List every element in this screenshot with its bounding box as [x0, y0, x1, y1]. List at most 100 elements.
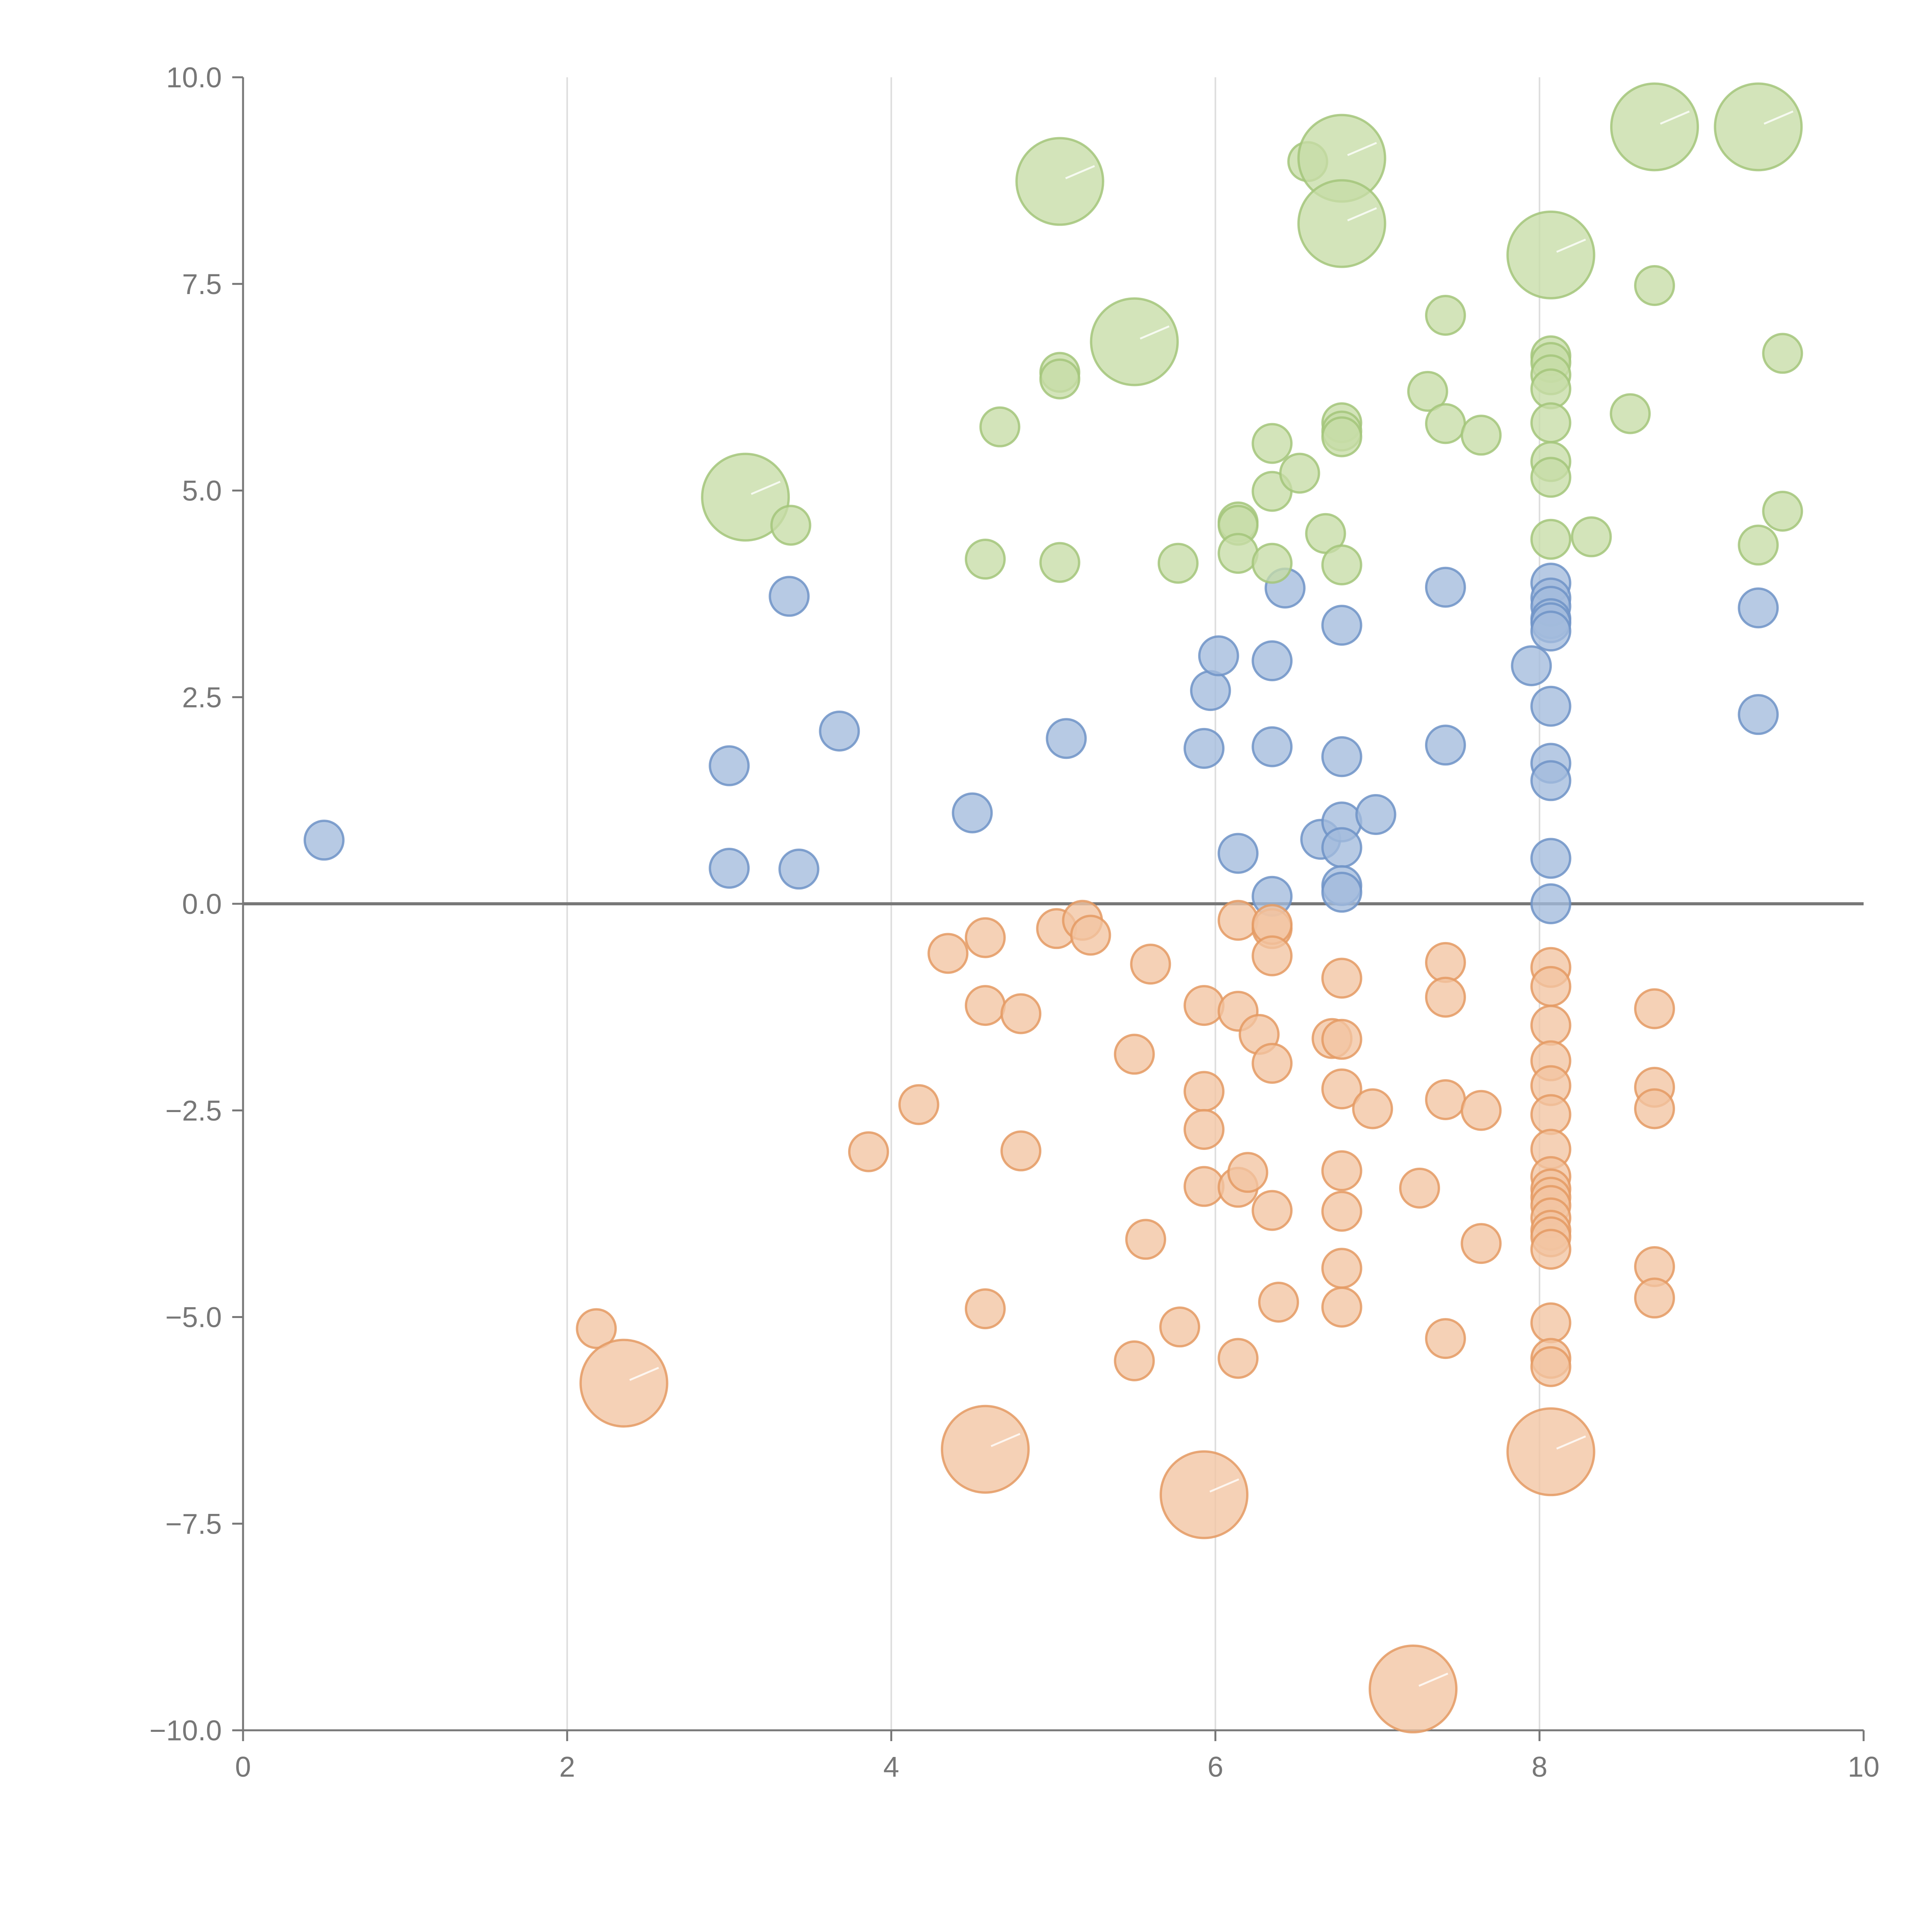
- orange-point-49: [1425, 1079, 1466, 1120]
- axes: 10.0 7.5 5.0 2.5 0.0 −2.5 −5.0 −7.5 −10.0 0 2 4 6 8 10: [150, 61, 1879, 1783]
- orange-point-32: [1252, 935, 1293, 976]
- orange-point-53: [1506, 1407, 1595, 1497]
- orange-point-43: [1321, 1286, 1362, 1328]
- green-point-3: [979, 406, 1020, 447]
- green-point-highlight: [751, 481, 781, 495]
- orange-point-76: [1634, 1277, 1675, 1319]
- blue-point-9: [1190, 670, 1231, 711]
- orange-point-72: [1634, 988, 1675, 1029]
- orange-point-59: [1530, 1094, 1571, 1135]
- green-point-15: [1252, 543, 1293, 584]
- green-point-9: [1157, 543, 1199, 584]
- orange-point-39: [1321, 1068, 1362, 1110]
- orange-point-13: [1070, 915, 1111, 956]
- blue-point-13: [1252, 726, 1293, 767]
- blue-point-1: [709, 745, 750, 786]
- orange-point-42: [1321, 1248, 1362, 1289]
- orange-point-18: [1159, 1306, 1201, 1348]
- y-tick-label: −7.5: [165, 1508, 222, 1540]
- orange-point-45: [1369, 1645, 1458, 1734]
- green-point-12: [1218, 533, 1259, 574]
- orange-point-51: [1461, 1090, 1502, 1131]
- orange-point-highlight: [1556, 1435, 1586, 1450]
- orange-point-56: [1530, 1005, 1571, 1046]
- orange-point-highlight: [990, 1433, 1020, 1447]
- green-point-highlight: [1764, 111, 1794, 125]
- green-point-41: [1634, 265, 1675, 306]
- orange-point-23: [1160, 1450, 1249, 1539]
- y-tick-label: 7.5: [182, 268, 222, 300]
- blue-point-32: [1530, 611, 1571, 652]
- y-tick-label: 5.0: [182, 475, 222, 507]
- y-tick-label: −5.0: [165, 1301, 222, 1333]
- y-tick-label: 10.0: [166, 61, 222, 94]
- green-point-45: [1762, 490, 1803, 532]
- blue-point-6: [952, 792, 993, 833]
- blue-point-0: [303, 820, 345, 861]
- orange-point-3: [898, 1084, 939, 1125]
- blue-point-38: [1738, 587, 1779, 629]
- green-point-4: [1015, 137, 1104, 226]
- blue-point-39: [1738, 694, 1779, 735]
- orange-point-14: [1114, 1034, 1155, 1075]
- blue-point-11: [1218, 833, 1259, 874]
- orange-point-0: [576, 1308, 617, 1349]
- y-tick-label: −2.5: [165, 1095, 222, 1127]
- green-point-42: [1714, 82, 1803, 172]
- green-point-0: [701, 452, 790, 542]
- orange-point-38: [1321, 957, 1362, 999]
- blue-point-35: [1530, 760, 1571, 801]
- blue-point-20: [1321, 827, 1362, 868]
- orange-point-71: [1530, 1346, 1571, 1387]
- green-point-16: [1279, 452, 1320, 494]
- green-point-13: [1252, 423, 1293, 464]
- orange-point-34: [1252, 1190, 1293, 1231]
- green-point-highlight: [1556, 238, 1586, 253]
- orange-point-8: [940, 1405, 1030, 1494]
- orange-point-22: [1184, 1166, 1225, 1207]
- orange-point-68: [1530, 1229, 1571, 1270]
- orange-point-27: [1218, 1338, 1259, 1379]
- green-point-34: [1530, 402, 1571, 444]
- orange-point-35: [1258, 1281, 1299, 1323]
- orange-point-69: [1530, 1302, 1571, 1344]
- blue-point-4: [778, 849, 820, 890]
- orange-point-28: [1227, 1152, 1269, 1193]
- orange-point-19: [1184, 985, 1225, 1026]
- green-point-39: [1610, 393, 1651, 434]
- green-point-7: [1039, 542, 1080, 583]
- x-tick-label: 0: [235, 1751, 251, 1783]
- green-point-26: [1425, 295, 1466, 336]
- blue-point-24: [1425, 566, 1466, 608]
- x-tick-label: 8: [1532, 1751, 1548, 1783]
- blue-point-2: [709, 848, 750, 889]
- green-point-29: [1506, 210, 1595, 299]
- orange-point-46: [1399, 1167, 1440, 1209]
- orange-point-55: [1530, 966, 1571, 1007]
- x-tick-label: 4: [883, 1751, 899, 1783]
- blue-point-17: [1321, 605, 1362, 646]
- orange-point-7: [964, 1288, 1006, 1330]
- blue-point-18: [1321, 736, 1362, 777]
- orange-point-9: [1000, 993, 1042, 1034]
- blue-point-36: [1530, 838, 1571, 879]
- orange-point-17: [1130, 944, 1171, 985]
- orange-point-41: [1321, 1190, 1362, 1232]
- orange-point-1: [579, 1338, 668, 1428]
- green-point-37: [1530, 519, 1571, 560]
- orange-point-highlight: [629, 1367, 659, 1381]
- orange-point-44: [1352, 1088, 1393, 1129]
- blue-point-12: [1252, 640, 1293, 682]
- x-tick-label: 10: [1848, 1751, 1879, 1783]
- orange-point-37: [1321, 1019, 1362, 1060]
- orange-point-10: [1000, 1130, 1042, 1172]
- green-point-25: [1407, 371, 1448, 412]
- blue-point-22: [1321, 872, 1362, 913]
- blue-point-23: [1355, 794, 1396, 835]
- green-point-highlight: [1065, 165, 1095, 179]
- data-points: [303, 82, 1803, 1734]
- orange-point-47: [1425, 942, 1466, 983]
- orange-point-48: [1425, 976, 1466, 1018]
- blue-point-8: [1184, 728, 1225, 769]
